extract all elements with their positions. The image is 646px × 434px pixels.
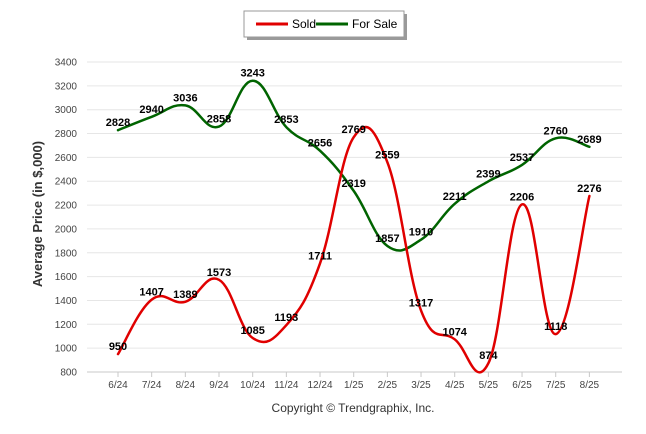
- forsale-series-line: [116, 79, 591, 252]
- y-tick-label: 1800: [55, 248, 78, 259]
- x-tick-label: 12/24: [308, 380, 333, 391]
- x-tick-label: 2/25: [378, 380, 398, 391]
- forsale-data-label: 2828: [106, 117, 130, 129]
- x-tick-label: 5/25: [479, 380, 499, 391]
- sold-data-label: 2769: [341, 124, 365, 136]
- sold-data-label: 1573: [207, 267, 231, 279]
- forsale-data-label: 2399: [476, 168, 500, 180]
- copyright-footer: Copyright © Trendgraphix, Inc.: [272, 401, 435, 415]
- sold-series-line: [116, 125, 591, 374]
- forsale-data-label: 2656: [308, 138, 332, 150]
- data-labels: 950 1407 1389 1573 1085 1193 1711 2769 2559 1317 1…: [106, 68, 602, 362]
- y-tick-label: 1000: [55, 344, 78, 355]
- y-tick-label: 2400: [55, 177, 78, 188]
- legend-forsale-label: For Sale: [352, 17, 398, 31]
- sold-data-label: 1407: [139, 287, 163, 299]
- x-tick-label: 8/25: [580, 380, 600, 391]
- y-tick-label: 1600: [55, 272, 78, 283]
- y-tick-label: 2600: [55, 153, 78, 164]
- sold-data-label: 1317: [409, 297, 433, 309]
- x-tick-label: 1/25: [344, 380, 364, 391]
- sold-data-label: 1118: [544, 321, 567, 333]
- forsale-data-label: 1857: [375, 233, 399, 245]
- sold-data-label: 1193: [274, 312, 298, 324]
- y-tick-label: 2200: [55, 201, 78, 212]
- x-tick-label: 7/24: [142, 380, 162, 391]
- sold-data-label: 2276: [577, 183, 601, 195]
- y-tick-label: 2000: [55, 224, 78, 235]
- forsale-data-label: 1910: [409, 227, 433, 239]
- grid-lines: [87, 61, 622, 373]
- x-tick-label: 10/24: [240, 380, 265, 391]
- sold-data-label: 1074: [442, 326, 467, 338]
- x-tick-label: 6/24: [108, 380, 128, 391]
- forsale-data-label: 2760: [543, 125, 567, 137]
- y-tick-label: 3400: [55, 58, 78, 69]
- forsale-data-label: 2319: [341, 178, 365, 190]
- forsale-data-label: 3036: [173, 92, 197, 104]
- forsale-data-label: 2689: [577, 134, 601, 146]
- sold-data-label: 1711: [308, 250, 332, 262]
- legend[interactable]: Sold For Sale: [243, 10, 407, 40]
- x-tick-label: 6/25: [512, 380, 532, 391]
- sold-data-label: 950: [109, 341, 127, 353]
- legend-sold-label: Sold: [292, 17, 316, 31]
- y-tick-label: 1200: [55, 320, 78, 331]
- sold-data-label: 2559: [375, 149, 399, 161]
- y-tick-label: 2800: [55, 129, 78, 140]
- x-tick-label: 3/25: [411, 380, 431, 391]
- forsale-data-label: 3243: [240, 68, 264, 80]
- forsale-data-label: 2537: [510, 152, 534, 164]
- x-tick-label: 7/25: [546, 380, 566, 391]
- x-tick-label: 11/24: [274, 380, 299, 391]
- forsale-data-label: 2858: [207, 114, 231, 126]
- x-tick-label: 8/24: [176, 380, 196, 391]
- sold-data-label: 874: [479, 350, 498, 362]
- x-axis-ticks: 6/24 7/24 8/24 9/24 10/24 11/24 12/24 1/25 2/25 3…: [108, 372, 600, 391]
- forsale-data-label: 2940: [139, 104, 163, 116]
- y-tick-label: 3000: [55, 105, 78, 116]
- sold-data-label: 2206: [510, 191, 534, 203]
- sold-data-label: 1085: [240, 325, 264, 337]
- x-tick-label: 9/24: [209, 380, 229, 391]
- y-tick-label: 3200: [55, 81, 78, 92]
- x-tick-label: 4/25: [445, 380, 465, 391]
- y-tick-label: 1400: [55, 296, 78, 307]
- series-lines: [116, 79, 591, 374]
- y-tick-label: 800: [60, 368, 77, 379]
- forsale-data-label: 2211: [443, 191, 467, 203]
- y-axis-ticks: 800 1000 1200 1400 1600 1800 2000 2200 2400 2600 2…: [55, 58, 78, 379]
- y-axis-title: Average Price (in $,000): [30, 141, 45, 287]
- sold-data-label: 1389: [173, 289, 197, 301]
- forsale-data-label: 2853: [274, 114, 298, 126]
